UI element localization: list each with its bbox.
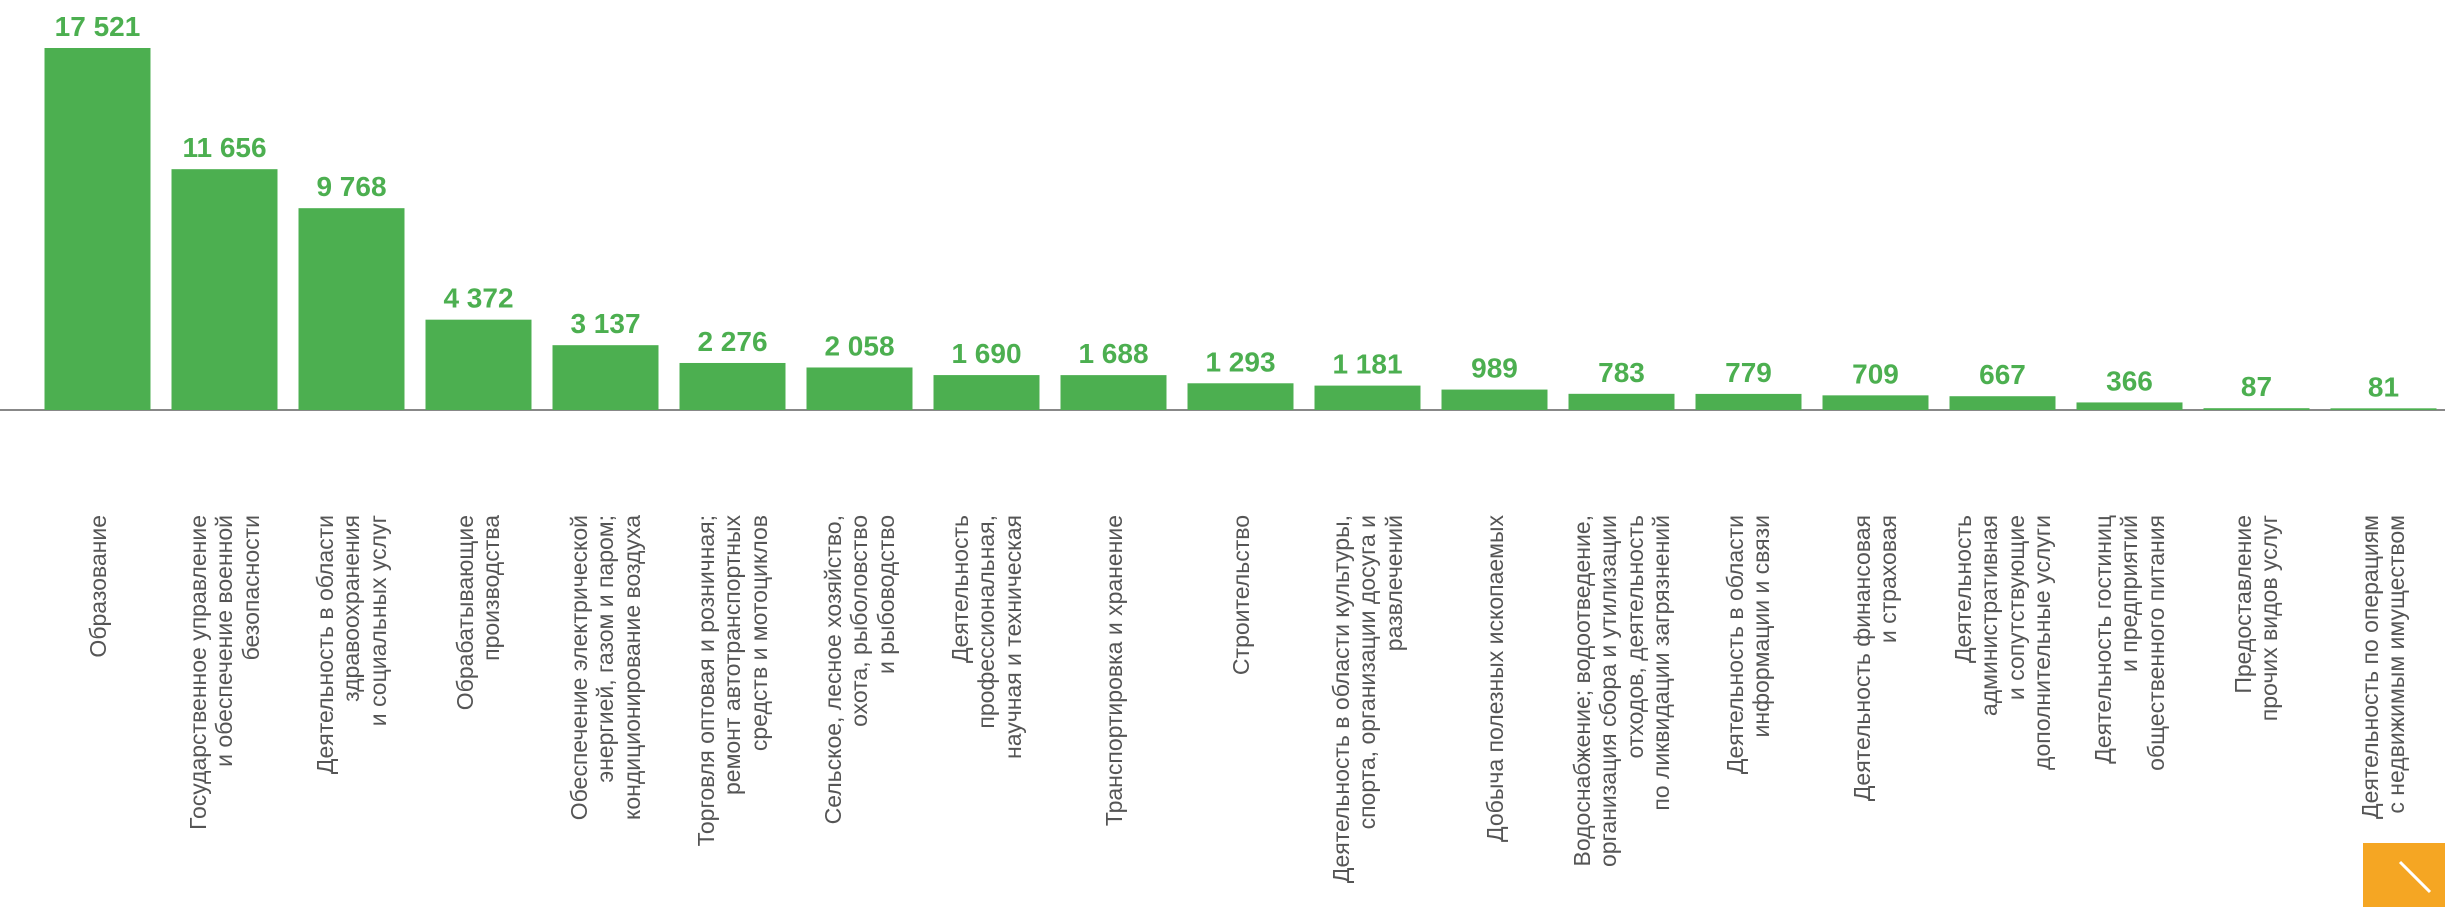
value-label: 783	[1598, 357, 1645, 388]
bar	[2204, 408, 2310, 410]
category-label: Строительство	[1228, 515, 1254, 907]
category-label: Деятельность финансовая и страховая	[1849, 515, 1902, 907]
value-label: 1 688	[1078, 338, 1148, 369]
bar	[680, 363, 786, 410]
bar	[1696, 394, 1802, 410]
category-label: Обрабатывающие производства	[452, 515, 505, 907]
value-label: 2 058	[824, 330, 894, 361]
category-label: Деятельность профессиональная, научная и…	[947, 515, 1026, 907]
bar	[934, 375, 1040, 410]
category-label: Предоставление прочих видов услуг	[2230, 515, 2283, 907]
category-label: Деятельность в области информации и связ…	[1722, 515, 1775, 907]
value-label: 1 293	[1205, 346, 1275, 377]
bar	[426, 320, 532, 410]
category-label: Сельское, лесное хозяйство, охота, рыбол…	[820, 515, 899, 907]
value-label: 779	[1725, 357, 1772, 388]
chart: 17 521 11 656 9 768 4 372 3 137 2 276 2 058 1 6…	[0, 0, 2445, 907]
value-label: 366	[2106, 365, 2153, 396]
bar	[2331, 408, 2437, 410]
value-label: 2 276	[697, 326, 767, 357]
category-label: Транспортировка и хранение	[1101, 515, 1127, 907]
bar	[172, 169, 278, 410]
bar	[1188, 383, 1294, 410]
category-label: Деятельность административная и сопутств…	[1950, 515, 2056, 907]
category-label: Деятельность в области культуры, спорта,…	[1328, 515, 1407, 907]
value-label: 11 656	[182, 132, 266, 163]
category-label: Обеспечение электрической энергией, газо…	[566, 515, 645, 907]
value-label: 989	[1471, 353, 1518, 384]
value-label: 9 768	[316, 171, 386, 202]
value-label: 87	[2241, 371, 2272, 402]
bar	[1315, 386, 1421, 410]
value-label: 3 137	[570, 308, 640, 339]
category-label: Государственное управление и обеспечение…	[185, 515, 264, 907]
value-label: 17 521	[55, 11, 141, 42]
bar	[1061, 375, 1167, 410]
value-label: 81	[2368, 371, 2399, 402]
category-label: Добыча полезных ископаемых	[1482, 515, 1508, 907]
category-label: Деятельность в области здравоохранения и…	[312, 515, 391, 907]
category-label: Водоснабжение; водоотведение, организаци…	[1569, 515, 1675, 907]
bar	[45, 48, 151, 410]
bar	[1442, 390, 1548, 410]
bar	[553, 345, 659, 410]
value-label: 1 181	[1332, 349, 1402, 380]
category-label: Деятельность гостиниц и предприятий обще…	[2090, 515, 2169, 907]
bar	[1823, 395, 1929, 410]
value-label: 709	[1852, 358, 1899, 389]
category-label: Образование	[85, 515, 111, 907]
bar	[1569, 394, 1675, 410]
value-label: 1 690	[951, 338, 1021, 369]
bar	[1950, 396, 2056, 410]
category-label: Деятельность по операциям с недвижимым и…	[2357, 515, 2410, 907]
bar	[807, 367, 913, 410]
value-label: 667	[1979, 359, 2026, 390]
category-label: Торговля оптовая и розничная; ремонт авт…	[693, 515, 772, 907]
bar	[2077, 402, 2183, 410]
value-label: 4 372	[443, 283, 513, 314]
bar	[299, 208, 405, 410]
